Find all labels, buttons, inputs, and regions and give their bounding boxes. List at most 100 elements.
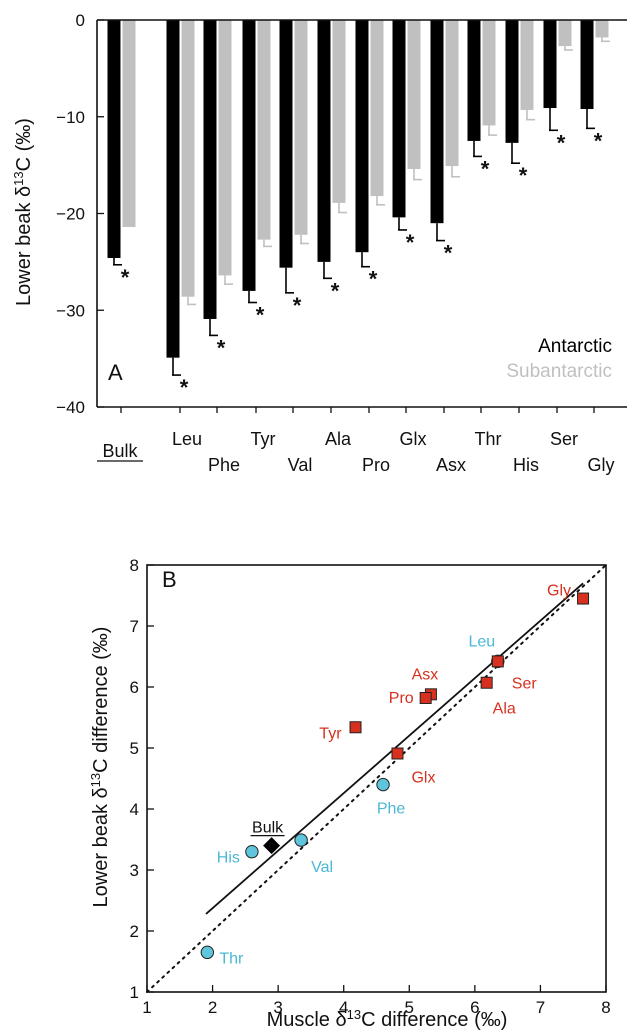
bar-subantarctic-pro xyxy=(370,20,384,197)
bar-antarctic-ala xyxy=(317,20,331,262)
panel-b-point-labels: Gly Leu Ser Ala Asx Pro Tyr Glx Phe Bulk Val His Thr xyxy=(217,583,571,968)
point-his xyxy=(245,845,259,859)
panel-b-tick-labels: 1 2 3 4 5 6 7 8 1 2 3 4 5 6 7 8 xyxy=(130,556,611,1017)
bar-subantarctic-ala xyxy=(332,20,346,203)
y-tick-label: −30 xyxy=(56,301,85,320)
y-tick-label: −10 xyxy=(56,108,85,127)
legend-antarctic: Antarctic xyxy=(538,336,612,357)
point-label-his: His xyxy=(217,850,240,867)
bar-antarctic-pro xyxy=(355,20,369,253)
point-gly xyxy=(577,592,590,605)
x-tick-label: 7 xyxy=(536,998,545,1017)
category-label-leu: Leu xyxy=(172,429,202,449)
point-bulk xyxy=(263,837,281,855)
category-label-pro: Pro xyxy=(362,455,390,475)
significance-star-glx: * xyxy=(406,230,415,255)
significance-star-pro: * xyxy=(369,267,378,292)
panel-b-axes xyxy=(146,564,607,993)
category-label-glx: Glx xyxy=(400,429,427,449)
significance-star-thr: * xyxy=(481,156,490,181)
x-tick-label: 1 xyxy=(142,998,151,1017)
bar-antarctic-his xyxy=(505,20,519,143)
point-label-leu: Leu xyxy=(468,633,495,650)
category-label-thr: Thr xyxy=(475,429,502,449)
point-label-ala: Ala xyxy=(493,701,516,718)
significance-star-asx: * xyxy=(444,241,453,266)
category-label-his: His xyxy=(513,455,539,475)
bar-antarctic-ser xyxy=(543,20,557,109)
bar-subantarctic-phe xyxy=(218,20,232,276)
point-ala xyxy=(480,676,493,689)
panel-a-axes xyxy=(96,19,627,413)
panel-a-significance-markers: * * * * * * * * * * * * * xyxy=(121,128,603,400)
bar-subantarctic-thr xyxy=(482,20,496,126)
category-label-phe: Phe xyxy=(208,455,240,475)
y-tick-label: −20 xyxy=(56,205,85,224)
legend-subantarctic: Subantarctic xyxy=(506,361,612,382)
y-tick-label: 2 xyxy=(130,922,139,941)
x-tick-label: 5 xyxy=(405,998,414,1017)
identity-line xyxy=(146,564,607,993)
bar-antarctic-glx xyxy=(392,20,406,218)
bar-subantarctic-ser xyxy=(558,20,572,47)
panel-a-category-labels: Bulk Leu Phe Tyr Val Ala Pro Glx Asx Thr His Ser Gly xyxy=(97,429,615,475)
point-label-pro: Pro xyxy=(389,690,414,707)
x-tick-label: 3 xyxy=(273,998,282,1017)
significance-star-tyr: * xyxy=(256,303,265,328)
y-tick-label: 5 xyxy=(130,739,139,758)
bar-antarctic-asx xyxy=(430,20,444,224)
y-tick-label: 7 xyxy=(130,617,139,636)
category-label-tyr: Tyr xyxy=(251,429,276,449)
x-tick-label: 8 xyxy=(601,998,610,1017)
significance-star-val: * xyxy=(293,293,302,318)
y-tick-label: −40 xyxy=(56,398,85,417)
bar-antarctic-thr xyxy=(467,20,481,141)
significance-star-bulk: * xyxy=(121,265,130,290)
point-tyr xyxy=(349,721,362,734)
point-label-thr: Thr xyxy=(219,950,244,967)
bar-antarctic-tyr xyxy=(242,20,256,291)
significance-star-leu: * xyxy=(180,375,189,400)
panel-a-y-tick-labels: 0 −10 −20 −30 −40 xyxy=(56,11,85,417)
bar-subantarctic-glx xyxy=(407,20,421,169)
significance-star-his: * xyxy=(519,163,528,188)
x-tick-label: 6 xyxy=(470,998,479,1017)
bar-antarctic-bulk xyxy=(107,20,121,259)
bar-subantarctic-bulk xyxy=(122,20,136,228)
x-tick-label: 2 xyxy=(208,998,217,1017)
panel-a-bars xyxy=(107,20,610,376)
point-label-bulk: Bulk xyxy=(252,820,284,837)
panel-a-bar-chart: 0 −10 −20 −30 −40 Bulk Leu Phe Tyr Val Ala Pro Glx A… xyxy=(11,11,627,475)
y-tick-label: 1 xyxy=(130,983,139,1002)
y-tick-label: 6 xyxy=(130,678,139,697)
point-label-phe: Phe xyxy=(377,801,406,818)
category-label-asx: Asx xyxy=(436,455,466,475)
significance-star-ala: * xyxy=(331,278,340,303)
y-tick-label: 0 xyxy=(76,11,85,30)
y-tick-label: 8 xyxy=(130,556,139,575)
panel-b-frame xyxy=(146,564,607,993)
panel-b-y-axis-label: Lower beak δ13C difference (‰) xyxy=(88,627,113,908)
point-label-val: Val xyxy=(311,859,333,876)
bar-subantarctic-his xyxy=(520,20,534,110)
panel-a-y-axis-label: Lower beak δ13C (‰) xyxy=(11,118,36,306)
panel-b-x-axis-label: Muscle δ13C difference (‰) xyxy=(267,1007,508,1032)
significance-star-phe: * xyxy=(217,335,226,360)
category-label-ala: Ala xyxy=(325,429,352,449)
point-pro xyxy=(419,691,432,704)
category-label-ser: Ser xyxy=(550,429,578,449)
significance-star-ser: * xyxy=(557,130,566,155)
y-tick-label: 4 xyxy=(130,800,139,819)
point-phe xyxy=(376,777,390,792)
bar-subantarctic-val xyxy=(294,20,308,235)
point-label-glx: Glx xyxy=(411,769,435,786)
category-label-gly: Gly xyxy=(588,455,615,475)
category-label-val: Val xyxy=(288,455,313,475)
point-label-asx: Asx xyxy=(412,666,439,683)
category-label-bulk: Bulk xyxy=(102,441,138,461)
bar-subantarctic-leu xyxy=(181,20,195,297)
bar-antarctic-gly xyxy=(580,20,594,110)
y-tick-label: 3 xyxy=(130,861,139,880)
